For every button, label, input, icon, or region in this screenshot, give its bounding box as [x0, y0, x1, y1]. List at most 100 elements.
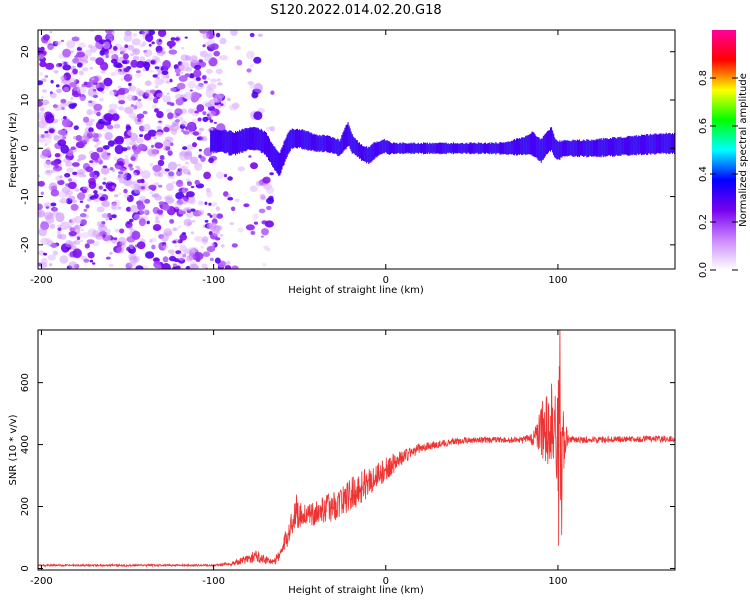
trace-cell	[263, 130, 265, 155]
trace-cell	[509, 141, 511, 155]
noise-speckle	[83, 258, 90, 263]
noise-speckle	[38, 100, 44, 107]
noise-speckle	[89, 131, 96, 136]
noise-speckle	[137, 98, 142, 102]
noise-speckle	[174, 227, 179, 232]
noise-speckle	[123, 188, 128, 194]
trace-cell	[342, 132, 344, 153]
noise-speckle	[143, 49, 153, 57]
trace-cell	[272, 144, 274, 167]
spectrogram-y-label: Frequency (Hz)	[8, 112, 19, 188]
trace-cell	[567, 140, 569, 157]
noise-speckle	[101, 213, 110, 219]
trace-cell	[496, 143, 498, 154]
noise-speckle	[100, 70, 106, 74]
noise-speckle	[118, 106, 125, 111]
trace-cell	[613, 137, 615, 157]
noise-speckle	[136, 203, 146, 211]
trace-cell	[376, 141, 378, 158]
noise-speckle	[133, 214, 141, 220]
trace-cell	[595, 139, 597, 157]
noise-speckle	[91, 77, 95, 81]
trace-cell	[273, 146, 275, 168]
noise-speckle	[261, 228, 269, 236]
noise-speckle	[207, 77, 211, 81]
trace-cell	[590, 140, 592, 156]
noise-speckle	[94, 144, 99, 149]
noise-speckle	[248, 155, 252, 158]
trace-cell	[426, 143, 428, 154]
noise-speckle	[39, 61, 47, 68]
trace-cell	[420, 143, 422, 154]
trace-cell	[512, 139, 514, 155]
noise-speckle	[153, 182, 160, 186]
trace-cell	[347, 122, 349, 147]
trace-cell	[211, 130, 213, 152]
noise-speckle	[72, 171, 78, 176]
noise-speckle	[119, 46, 127, 53]
noise-speckle	[67, 181, 77, 190]
noise-speckle	[151, 144, 154, 148]
trace-cell	[599, 138, 601, 157]
trace-cell	[625, 137, 627, 155]
noise-speckle	[234, 198, 240, 203]
trace-cell	[589, 140, 591, 156]
noise-speckle	[110, 72, 116, 77]
noise-speckle	[250, 162, 258, 170]
noise-speckle	[156, 50, 165, 56]
trace-cell	[483, 142, 485, 154]
noise-speckle	[44, 75, 49, 78]
noise-speckle	[192, 131, 200, 136]
noise-speckle	[187, 172, 191, 176]
snr-y-label: SNR (10 * v/v)	[8, 414, 19, 485]
noise-speckle	[94, 92, 99, 95]
trace-cell	[647, 134, 649, 155]
noise-speckle	[170, 128, 178, 135]
noise-speckle	[214, 257, 221, 264]
trace-cell	[486, 143, 488, 153]
trace-cell	[458, 143, 460, 153]
x-tick-label: 100	[548, 576, 567, 587]
trace-cell	[280, 149, 282, 174]
trace-cell	[373, 142, 375, 160]
noise-speckle	[266, 186, 275, 195]
trace-cell	[335, 139, 337, 154]
trace-cell	[314, 134, 316, 151]
noise-speckle	[131, 230, 141, 240]
trace-cell	[396, 142, 398, 154]
noise-speckle	[60, 144, 69, 154]
noise-speckle	[172, 263, 177, 267]
noise-speckle	[183, 130, 190, 135]
noise-speckle	[193, 69, 202, 78]
noise-speckle	[118, 192, 122, 195]
noise-speckle	[111, 205, 117, 210]
noise-speckle	[164, 168, 170, 172]
snr-frame	[37, 329, 676, 571]
noise-speckle	[79, 200, 84, 203]
noise-speckle	[105, 228, 111, 234]
noise-speckle	[93, 103, 103, 111]
noise-speckle	[129, 74, 133, 78]
noise-speckle	[194, 64, 202, 70]
trace-cell	[641, 134, 643, 155]
colorbar-tick-label: 0.2	[698, 214, 709, 230]
noise-speckle	[81, 189, 87, 194]
noise-speckle	[136, 241, 146, 250]
noise-speckle	[38, 262, 42, 267]
noise-speckle	[145, 33, 154, 42]
noise-speckle	[201, 75, 207, 80]
noise-speckle	[55, 84, 60, 88]
trace-cell	[501, 142, 503, 154]
trace-cell	[382, 139, 384, 154]
trace-cell	[466, 142, 468, 154]
noise-speckle	[82, 67, 89, 72]
noise-speckle	[39, 71, 43, 76]
noise-speckle	[59, 233, 67, 240]
y-tick-label: 0	[20, 565, 31, 571]
trace-cell	[313, 133, 315, 152]
trace-cell	[238, 131, 240, 153]
y-tick-label: 10	[20, 94, 31, 107]
noise-speckle	[60, 98, 67, 104]
trace-cell	[550, 127, 552, 152]
